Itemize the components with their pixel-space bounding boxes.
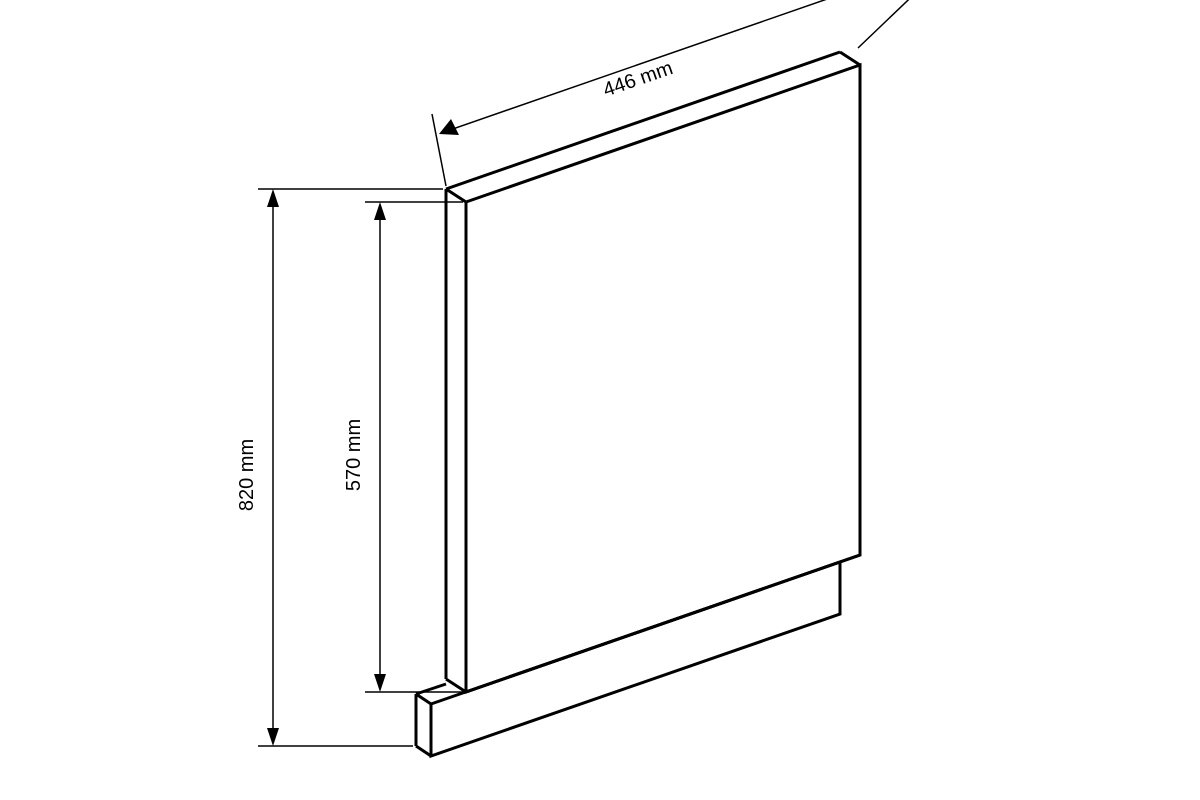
full-height-label: 820 mm: [236, 439, 258, 511]
dimension-full-height: 820 mm: [236, 189, 443, 746]
isometric-panel-diagram: 446 mm 820 mm 570 mm: [0, 0, 1200, 800]
dimension-width: 446 mm: [432, 0, 950, 186]
plinth-top-left-depth: [416, 694, 431, 704]
panel-top-left-depth: [446, 189, 466, 202]
plinth-front-face: [431, 562, 840, 756]
panel-height-label: 570 mm: [343, 419, 365, 491]
panel-front-bottom-edge: [466, 555, 860, 692]
plinth-bottom-left-depth: [416, 746, 431, 756]
panel-bottom-left-depth: [446, 679, 466, 692]
width-label: 446 mm: [600, 57, 675, 101]
panel-top-right-depth: [840, 52, 860, 65]
front-panel-face: [466, 65, 860, 692]
